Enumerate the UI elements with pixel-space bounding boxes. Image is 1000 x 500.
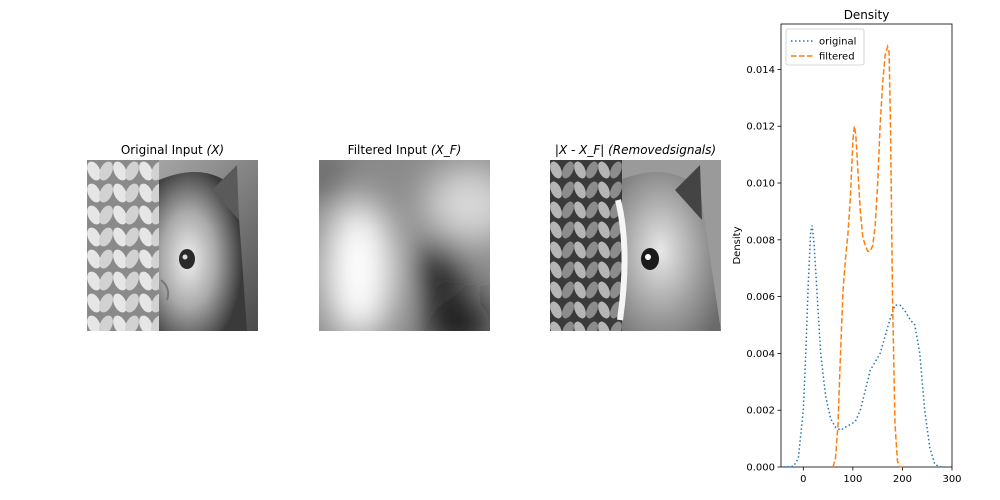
y-tick-label: 0.008 [746, 235, 775, 246]
x-tick-label: 0 [800, 474, 806, 485]
y-tick-label: 0.004 [746, 349, 775, 360]
panel-title-original: Original Input (X) [120, 143, 225, 157]
y-tick-label: 0.000 [746, 463, 775, 474]
panel-title-removed: |X - X_F| (Removedsignals) [535, 143, 736, 157]
y-tick-label: 0.002 [746, 406, 775, 417]
y-tick-label: 0.012 [746, 122, 775, 133]
chart-title: Density [844, 8, 890, 22]
panel-title-filtered-math: (X_F) [430, 143, 462, 157]
y-tick-label: 0.014 [746, 65, 775, 76]
panel-title-filtered: Filtered Input (X_F) [347, 143, 462, 157]
x-tick-label: 300 [942, 474, 961, 485]
series-line-filtered [832, 43, 903, 468]
y-tick-label: 0.006 [746, 292, 775, 303]
panel-title-removed-math: |X - X_F| (Removedsignals) [554, 143, 717, 157]
legend-label-original: original [819, 37, 856, 48]
original-cat-image [87, 160, 258, 331]
y-axis-label: Density [732, 226, 743, 264]
legend-box [785, 28, 865, 66]
filtered-image [319, 160, 490, 331]
plot-frame [780, 23, 953, 468]
x-tick-label: 100 [843, 474, 862, 485]
removed-signals-image [550, 160, 721, 331]
legend-label-filtered: filtered [819, 52, 855, 63]
panel-title-original-math: (X) [206, 143, 225, 157]
y-tick-label: 0.010 [746, 179, 775, 190]
x-tick-label: 200 [893, 474, 912, 485]
